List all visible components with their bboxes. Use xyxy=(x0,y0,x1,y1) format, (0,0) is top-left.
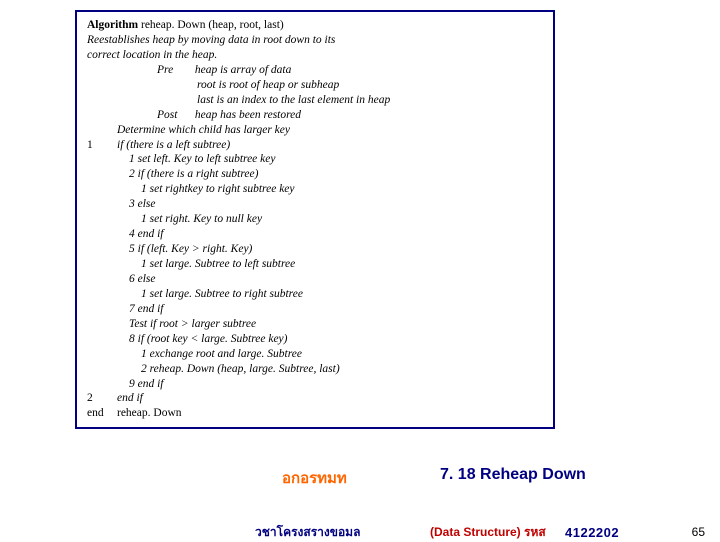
s1-test: Test if root > larger subtree xyxy=(117,317,543,332)
pre-block: Pre heap is array of data root is root o… xyxy=(157,63,543,123)
algorithm-box: Algorithm reheap. Down (heap, root, last… xyxy=(75,10,555,429)
s1-6: 6 else xyxy=(117,272,543,287)
pre-label: Pre xyxy=(157,63,192,78)
footer-code: 4122202 xyxy=(565,525,619,540)
step-2-body: end if xyxy=(117,391,543,406)
pre-line3: last is an index to the last element in … xyxy=(197,93,543,108)
determine-line: Determine which child has larger key xyxy=(117,123,543,138)
s1-3-1: 1 set right. Key to null key xyxy=(117,212,543,227)
s1-8-1: 1 exchange root and large. Subtree xyxy=(117,347,543,362)
s1: if (there is a left subtree) xyxy=(117,138,543,153)
footer-left: วชาโครงสรางขอมล xyxy=(255,523,360,542)
s1-2-1: 1 set rightkey to right subtree key xyxy=(117,182,543,197)
pre-line1: heap is array of data xyxy=(195,64,291,76)
s1-5-1: 1 set large. Subtree to left subtree xyxy=(117,257,543,272)
step-2-num: 2 xyxy=(87,391,117,406)
orange-title: อกอรทมท xyxy=(282,466,347,490)
end-num: end xyxy=(87,406,117,421)
s1-1: 1 set left. Key to left subtree key xyxy=(117,152,543,167)
step-1-row: 1 if (there is a left subtree) 1 set lef… xyxy=(87,138,543,392)
algo-keyword: Algorithm xyxy=(87,19,138,31)
end-body: reheap. Down xyxy=(117,406,543,421)
s1-7: 7 end if xyxy=(117,302,543,317)
blue-title: 7. 18 Reheap Down xyxy=(440,466,586,484)
post-line1: heap has been restored xyxy=(195,109,301,121)
s1-9: 9 end if xyxy=(117,377,543,392)
s1-4: 4 end if xyxy=(117,227,543,242)
algo-desc-line2: correct location in the heap. xyxy=(87,48,543,63)
s1-2: 2 if (there is a right subtree) xyxy=(117,167,543,182)
s1-5: 5 if (left. Key > right. Key) xyxy=(117,242,543,257)
s1-8: 8 if (root key < large. Subtree key) xyxy=(117,332,543,347)
s1-8-2: 2 reheap. Down (heap, large. Subtree, la… xyxy=(117,362,543,377)
algo-signature: Algorithm reheap. Down (heap, root, last… xyxy=(87,18,543,33)
end-row: end reheap. Down xyxy=(87,406,543,421)
step-2-row: 2 end if xyxy=(87,391,543,406)
s1-3: 3 else xyxy=(117,197,543,212)
footer-mid: (Data Structure) รหส xyxy=(430,523,546,542)
page-number: 65 xyxy=(692,525,705,539)
step-1-num: 1 xyxy=(87,138,117,392)
step-1-body: if (there is a left subtree) 1 set left.… xyxy=(117,138,543,392)
algo-name: reheap. Down (heap, root, last) xyxy=(141,19,284,31)
s1-6-1: 1 set large. Subtree to right subtree xyxy=(117,287,543,302)
post-label: Post xyxy=(157,108,192,123)
algo-desc-line1: Reestablishes heap by moving data in roo… xyxy=(87,33,543,48)
pre-line2: root is root of heap or subheap xyxy=(197,78,543,93)
